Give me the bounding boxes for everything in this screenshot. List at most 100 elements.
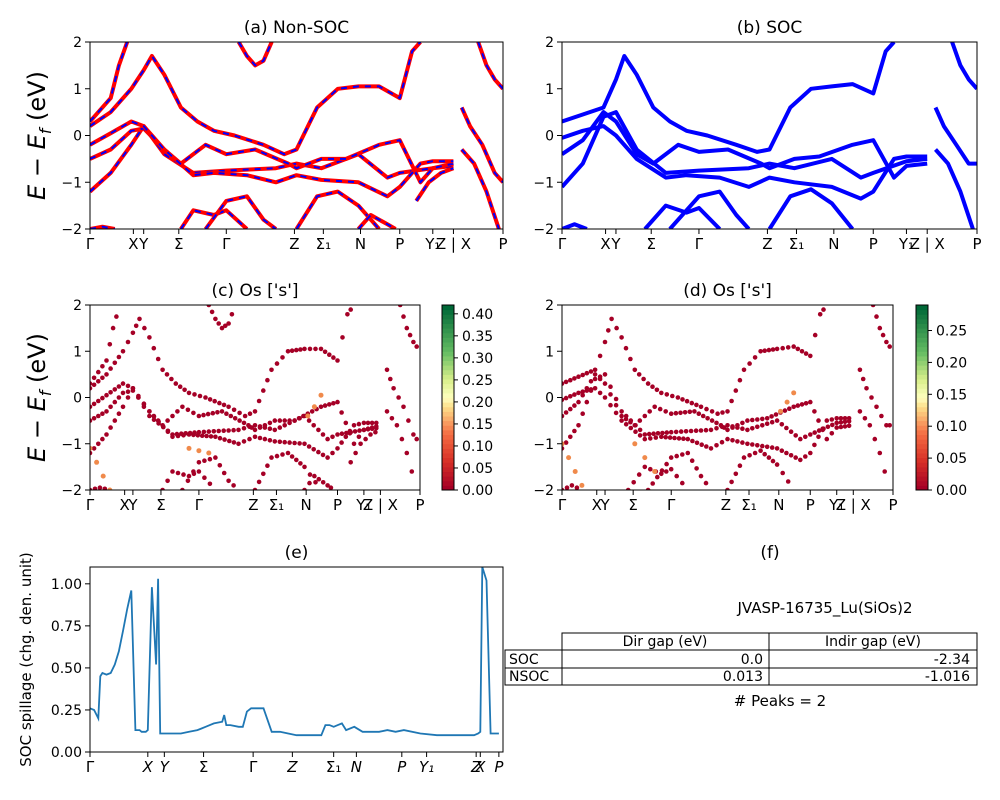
scatter-point xyxy=(816,434,821,440)
scatter-point xyxy=(737,463,743,469)
scatter-point xyxy=(100,395,105,401)
scatter-point xyxy=(874,404,879,410)
scatter-point-highlight xyxy=(186,445,192,451)
scatter-point xyxy=(857,409,863,414)
colorbar-segment xyxy=(442,365,454,371)
scatter-point xyxy=(164,372,170,377)
scatter-point xyxy=(562,487,565,490)
scatter-point xyxy=(204,433,209,439)
scatter-point xyxy=(108,390,113,395)
scatter-point xyxy=(563,395,569,401)
scatter-point xyxy=(668,466,674,472)
scatter-point-highlight xyxy=(652,469,658,474)
scatter-point xyxy=(282,439,288,445)
colorbar-tick-label: 0.10 xyxy=(462,439,493,455)
scatter-point xyxy=(142,325,147,331)
y-axis-label-part: f xyxy=(36,126,55,134)
colorbar-segment xyxy=(916,355,928,362)
scatter-point xyxy=(165,478,170,484)
scatter-point xyxy=(267,420,273,426)
colorbar-segment xyxy=(916,374,928,380)
scatter-point-highlight xyxy=(206,450,212,456)
colorbar-tick-label: 0.20 xyxy=(462,395,493,411)
scatter-point xyxy=(633,429,638,435)
scatter-point xyxy=(306,444,312,449)
scatter-point-highlight xyxy=(90,445,93,451)
scatter-point xyxy=(785,479,791,484)
peaks-label: # Peaks = 2 xyxy=(734,692,826,710)
scatter-point xyxy=(779,422,785,427)
scatter-point xyxy=(318,404,324,410)
x-tick-label: Y xyxy=(127,496,138,514)
scatter-point xyxy=(374,420,379,426)
colorbar-segment xyxy=(442,351,454,357)
y-axis-label-part: f xyxy=(36,388,55,396)
scatter-point xyxy=(215,410,220,415)
scatter-point xyxy=(91,382,97,388)
scatter-point xyxy=(125,395,131,400)
table-row-label-nsoc: NSOC xyxy=(509,669,549,685)
scatter-point xyxy=(774,446,780,451)
scatter-point xyxy=(396,395,401,400)
scatter-point xyxy=(609,316,614,322)
scatter-point xyxy=(125,383,131,389)
scatter-point xyxy=(705,416,710,421)
scatter-point xyxy=(784,450,789,456)
colorbar-segment xyxy=(916,429,928,436)
scatter-point xyxy=(838,424,844,430)
scatter-point xyxy=(269,455,274,460)
x-tick-label: Γ xyxy=(249,758,258,776)
scatter-point xyxy=(272,418,278,423)
scatter-point xyxy=(663,409,668,414)
scatter-point xyxy=(572,403,577,408)
scatter-point xyxy=(206,429,212,434)
scatter-point xyxy=(592,372,598,377)
scatter-point xyxy=(764,444,770,450)
scatter-point-highlight xyxy=(562,441,565,447)
x-tick-label: Z xyxy=(286,758,298,776)
x-tick-label: Σ xyxy=(174,235,183,253)
colorbar-segment xyxy=(916,328,928,334)
scatter-point xyxy=(584,370,590,376)
scatter-point xyxy=(108,366,113,371)
scatter-point xyxy=(787,406,792,412)
scatter-point xyxy=(265,377,270,383)
scatter-point xyxy=(208,434,214,439)
scatter-point xyxy=(231,440,237,445)
scatter-point xyxy=(708,427,714,433)
scatter-point xyxy=(267,438,273,443)
scatter-point-highlight xyxy=(94,459,100,465)
scatter-point xyxy=(404,450,410,456)
scatter-point xyxy=(213,434,218,440)
colorbar-segment xyxy=(916,420,928,426)
x-tick-label: X xyxy=(592,496,602,514)
scatter-point xyxy=(222,437,227,442)
scatter-point xyxy=(352,429,358,434)
panel-c-os-s-projection: (c) Os ['s'] −2 −1 0 1 2 E − Ef (eV) 0.00 0.05 0.… xyxy=(23,281,493,514)
band-line xyxy=(90,124,454,194)
scatter-point xyxy=(307,346,313,352)
colorbar-segment xyxy=(916,360,928,366)
scatter-point xyxy=(642,432,648,437)
scatter-point xyxy=(602,372,608,377)
scatter-point xyxy=(834,416,839,421)
scatter-point-highlight xyxy=(791,390,797,396)
scatter-point xyxy=(648,436,653,441)
scatter-point xyxy=(130,386,136,391)
colorbar-segment xyxy=(442,323,454,329)
scatter-point xyxy=(668,411,674,417)
y-tick-label: 2 xyxy=(73,35,82,51)
colorbar-tick-label: 0.30 xyxy=(462,351,493,367)
scatter-point xyxy=(798,457,803,463)
panel-b-soc: (b) SOC −2 −1 0 1 2 Γ X Y Σ Γ Z Σ₁ N P Y₁Z | X P xyxy=(533,18,981,253)
scatter-point xyxy=(760,423,765,428)
scatter-point xyxy=(216,321,221,326)
y-axis-label-part: (eV) xyxy=(23,333,51,391)
scatter-point xyxy=(363,436,368,442)
scatter-point xyxy=(261,388,266,393)
colorbar-segment xyxy=(442,388,454,394)
scatter-point xyxy=(788,453,794,458)
scatter-point xyxy=(161,424,166,429)
y-tick-label: −2 xyxy=(533,222,554,238)
scatter-point xyxy=(613,396,619,402)
